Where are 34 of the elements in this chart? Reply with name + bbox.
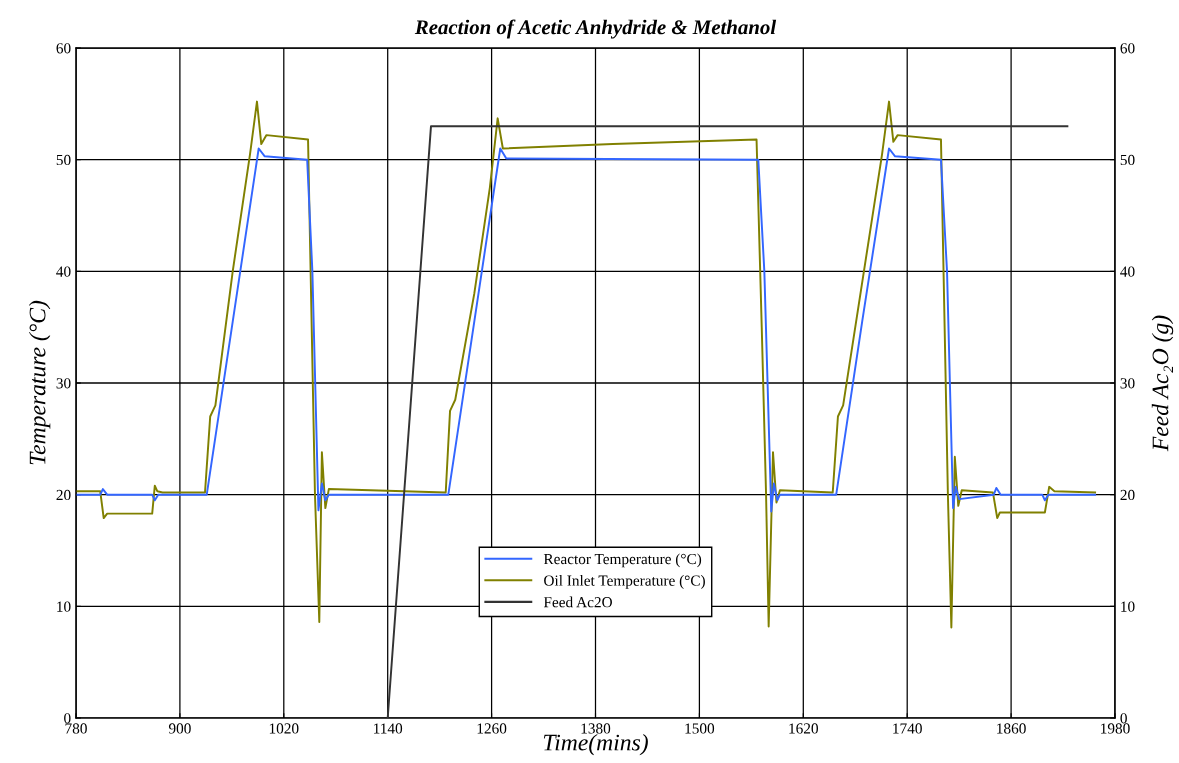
y2-tick-label: 30: [1120, 378, 1135, 389]
y-axis-title: Temperature (°C): [28, 300, 51, 465]
x-tick-label: 1380: [581, 723, 611, 734]
y-tick-label: 40: [56, 266, 71, 277]
line-series: [76, 147, 1097, 513]
x-tick-label: 1260: [477, 723, 507, 734]
y-tick-label: 30: [56, 378, 71, 389]
x-tick-label: 1020: [269, 723, 299, 734]
y2-tick-label: 10: [1121, 601, 1135, 612]
y2-tick-label: 40: [1120, 266, 1135, 277]
x-tick-label: 1620: [789, 723, 818, 734]
x-tick-label: 1740: [893, 723, 922, 734]
y2-tick-label: 50: [1120, 154, 1135, 166]
chart-title: Reaction of Acetic Anhydride & Methanol: [414, 19, 777, 39]
x-tick-label: 1500: [685, 723, 715, 734]
x-tick-label: 780: [65, 723, 87, 734]
y2-tick-label: 20: [1120, 489, 1135, 501]
x-tick-label: 1860: [997, 723, 1026, 734]
y2-axis-title: Feed Ac₂O (g): [1151, 315, 1174, 452]
y-tick-label: 50: [56, 154, 71, 166]
x-tick-label: 900: [168, 723, 191, 734]
y-tick-label: 60: [56, 43, 71, 54]
line-series: [76, 100, 1097, 629]
legend-label: Oil Inlet Temperature (°C): [544, 575, 705, 589]
y-tick-label: 20: [56, 489, 71, 501]
y2-tick-label: 0: [1120, 713, 1127, 724]
y2-tick-label: 60: [1120, 43, 1135, 54]
y-tick-label: 10: [57, 601, 71, 612]
x-tick-label: 1980: [1101, 723, 1130, 734]
legend-label: Feed Ac2O: [543, 596, 612, 608]
x-axis-title: Time(mins): [543, 733, 648, 756]
y-tick-label: 0: [64, 713, 71, 724]
x-tick-label: 1140: [374, 723, 403, 734]
legend-label: Reactor Temperature (°C): [543, 553, 702, 568]
